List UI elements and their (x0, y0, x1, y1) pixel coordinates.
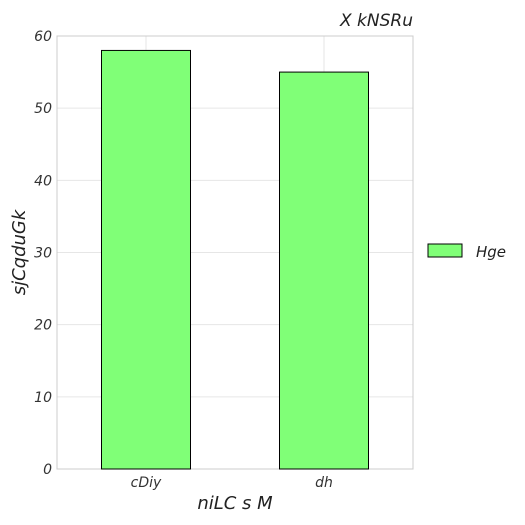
x-tick-label: dh (315, 475, 333, 491)
y-axis-title: sjCqduGk (9, 208, 30, 295)
bar (101, 49, 191, 470)
y-tick-label: 30 (34, 246, 52, 262)
y-tick-label: 10 (34, 390, 52, 406)
legend-label: Hge (476, 243, 506, 261)
legend-swatch (427, 243, 463, 258)
chart-title: X kNSRu (339, 11, 413, 31)
x-axis-ticks: cDiy dh (131, 475, 333, 491)
y-tick-label: 50 (34, 101, 52, 117)
x-tick-label: cDiy (131, 475, 162, 491)
y-tick-label: 0 (43, 462, 52, 478)
legend: Hge (427, 243, 506, 261)
bars (101, 49, 369, 470)
y-tick-label: 40 (34, 173, 52, 189)
y-tick-label: 20 (34, 318, 52, 334)
plot-area (56, 35, 414, 470)
bar (279, 71, 369, 470)
y-axis-ticks: 0 10 20 30 40 50 60 (34, 29, 52, 478)
y-tick-label: 60 (34, 29, 52, 45)
x-axis-title: niLC s M (197, 493, 273, 514)
